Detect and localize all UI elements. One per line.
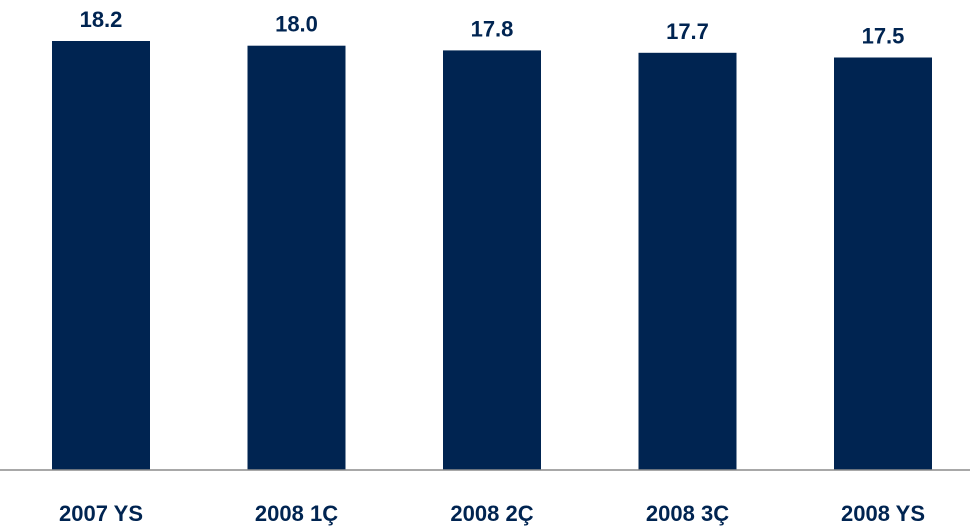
- category-label-1: 2007 YS: [59, 501, 143, 526]
- category-label-5: 2008 YS: [841, 501, 925, 526]
- category-label-3: 2008 2Ç: [450, 501, 533, 526]
- value-label-5: 17.5: [862, 24, 905, 49]
- value-label-1: 18.2: [80, 7, 123, 32]
- value-label-4: 17.7: [666, 19, 709, 44]
- category-label-4: 2008 3Ç: [646, 501, 729, 526]
- value-label-3: 17.8: [471, 16, 514, 41]
- bar-4: [638, 52, 737, 471]
- category-labels-group: 2007 YS 2008 1Ç 2008 2Ç 2008 3Ç 2008 YS: [59, 501, 925, 526]
- bar-3: [443, 50, 541, 471]
- bar-2: [247, 45, 346, 470]
- bar-5: [834, 57, 932, 470]
- bar-1: [52, 41, 150, 470]
- category-label-2: 2008 1Ç: [255, 501, 338, 526]
- bars-group: [52, 41, 932, 471]
- value-label-2: 18.0: [275, 12, 318, 37]
- value-labels-group: 18.2 18.0 17.8 17.7 17.5: [80, 7, 905, 49]
